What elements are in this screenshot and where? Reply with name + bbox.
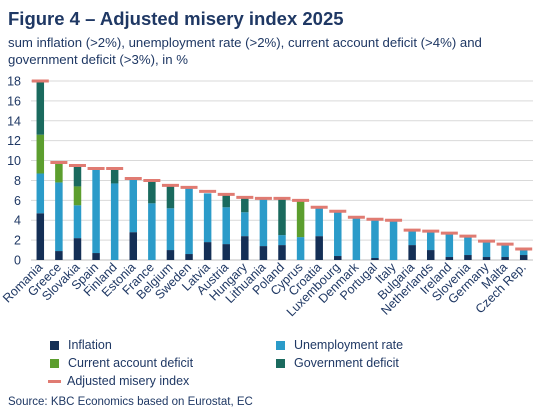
legend-swatch-index <box>48 379 61 383</box>
bar-segment-inflation <box>371 258 379 260</box>
bar-segment-government <box>110 168 119 184</box>
legend-item-unemployment: Unemployment rate <box>276 338 403 352</box>
bar-segment-government <box>148 180 156 204</box>
bar-segment-inflation <box>278 245 286 260</box>
bar-segment-inflation <box>166 250 175 260</box>
y-tick-label: 6 <box>14 194 21 208</box>
legend-item-index: Adjusted misery index <box>48 374 189 388</box>
y-tick-label: 12 <box>7 134 21 148</box>
bar-segment-unemployment <box>389 220 398 260</box>
bar-segment-unemployment <box>501 245 509 258</box>
y-tick-label: 18 <box>7 75 21 89</box>
chart-title: Figure 4 – Adjusted misery index 2025 <box>8 8 344 29</box>
bar-segment-inflation <box>445 257 454 260</box>
bar-segment-unemployment <box>222 207 230 245</box>
source-note: Source: KBC Economics based on Eurostat,… <box>8 396 253 408</box>
bar-segment-unemployment <box>426 232 435 251</box>
y-axis: 0 2 4 6 8 10 12 14 16 18 <box>7 75 21 268</box>
bar-segment-unemployment <box>92 169 100 254</box>
bar-segment-inflation <box>129 232 138 260</box>
bar-segment-current_account <box>36 134 45 174</box>
bar-segment-current_account <box>73 186 82 206</box>
bar-segment-inflation <box>426 250 435 260</box>
y-tick-label: 0 <box>14 254 21 268</box>
bar-segment-government <box>36 81 45 135</box>
bar-segment-inflation <box>501 257 509 260</box>
y-tick-label: 8 <box>14 174 21 188</box>
bar-segment-inflation <box>241 236 249 260</box>
bar-segment-current_account <box>296 200 305 238</box>
bar-segment-unemployment <box>296 237 305 260</box>
bar-segment-current_account <box>55 163 63 183</box>
legend-label-government: Government deficit <box>294 356 399 370</box>
bar-segment-inflation <box>203 242 212 260</box>
y-tick-label: 4 <box>14 214 21 228</box>
y-tick-label: 14 <box>7 114 21 128</box>
legend-label-index: Adjusted misery index <box>67 374 190 388</box>
legend-swatch-unemployment <box>276 340 285 350</box>
bar-segment-unemployment <box>148 203 156 260</box>
bar-segment-unemployment <box>482 241 491 258</box>
legend-swatch-current-account <box>50 358 59 368</box>
legend-swatch-government <box>276 358 285 368</box>
bar-segment-inflation <box>408 245 416 260</box>
bar-segment-inflation <box>73 238 82 260</box>
y-tick-label: 2 <box>14 234 21 248</box>
bar-segment-unemployment <box>73 205 82 239</box>
misery-index-markers <box>31 79 533 251</box>
bar-segment-inflation <box>259 246 268 260</box>
chart-subtitle: sum inflation (>2%), unemployment rate (… <box>8 35 482 67</box>
bar-segment-unemployment <box>352 217 361 260</box>
bar-segment-unemployment <box>315 208 323 237</box>
bar-segment-unemployment <box>129 179 138 233</box>
bar-segment-inflation <box>92 253 100 260</box>
bar-segment-unemployment <box>259 198 268 247</box>
legend-label-inflation: Inflation <box>68 338 112 352</box>
bar-segment-unemployment <box>334 212 342 257</box>
bar-segment-government <box>241 197 249 213</box>
bar-segment-inflation <box>464 255 472 260</box>
y-tick-label: 10 <box>7 154 21 168</box>
bar-segment-inflation <box>55 251 63 260</box>
bar-segment-unemployment <box>166 208 175 251</box>
bar-segment-unemployment <box>278 235 286 246</box>
bar-segment-unemployment <box>408 230 416 246</box>
bar-segment-unemployment <box>203 193 212 243</box>
stacked-bars <box>36 81 528 260</box>
bar-segment-inflation <box>482 257 491 260</box>
bar-segment-unemployment <box>464 236 472 256</box>
bar-segment-inflation <box>222 244 230 260</box>
bar-segment-inflation <box>185 254 193 260</box>
bar-segment-government <box>166 186 175 209</box>
legend-item-current-account: Current account deficit <box>50 356 193 370</box>
legend-label-unemployment: Unemployment rate <box>294 338 404 352</box>
bar-segment-unemployment <box>241 212 249 237</box>
bar-segment-government <box>278 199 286 236</box>
legend-item-inflation: Inflation <box>50 338 112 352</box>
bar-segment-unemployment <box>110 183 119 260</box>
bar-segment-inflation <box>519 255 528 260</box>
bar-segment-unemployment <box>36 173 45 214</box>
bar-segment-unemployment <box>445 233 454 258</box>
bar-segment-inflation <box>36 213 45 260</box>
legend-item-government: Government deficit <box>276 356 399 370</box>
bar-segment-government <box>73 166 82 187</box>
bar-segment-unemployment <box>519 249 528 256</box>
legend-label-current-account: Current account deficit <box>68 356 194 370</box>
y-tick-label: 16 <box>7 94 21 108</box>
legend-swatch-inflation <box>50 340 59 350</box>
bar-segment-unemployment <box>371 219 379 259</box>
bar-segment-unemployment <box>185 187 193 255</box>
bar-segment-unemployment <box>55 182 63 252</box>
x-axis-labels: RomaniaGreeceSlovakiaSpainFinlandEstonia… <box>0 260 529 320</box>
bar-segment-government <box>222 194 230 208</box>
bar-segment-inflation <box>315 236 323 260</box>
bar-segment-inflation <box>334 256 342 260</box>
